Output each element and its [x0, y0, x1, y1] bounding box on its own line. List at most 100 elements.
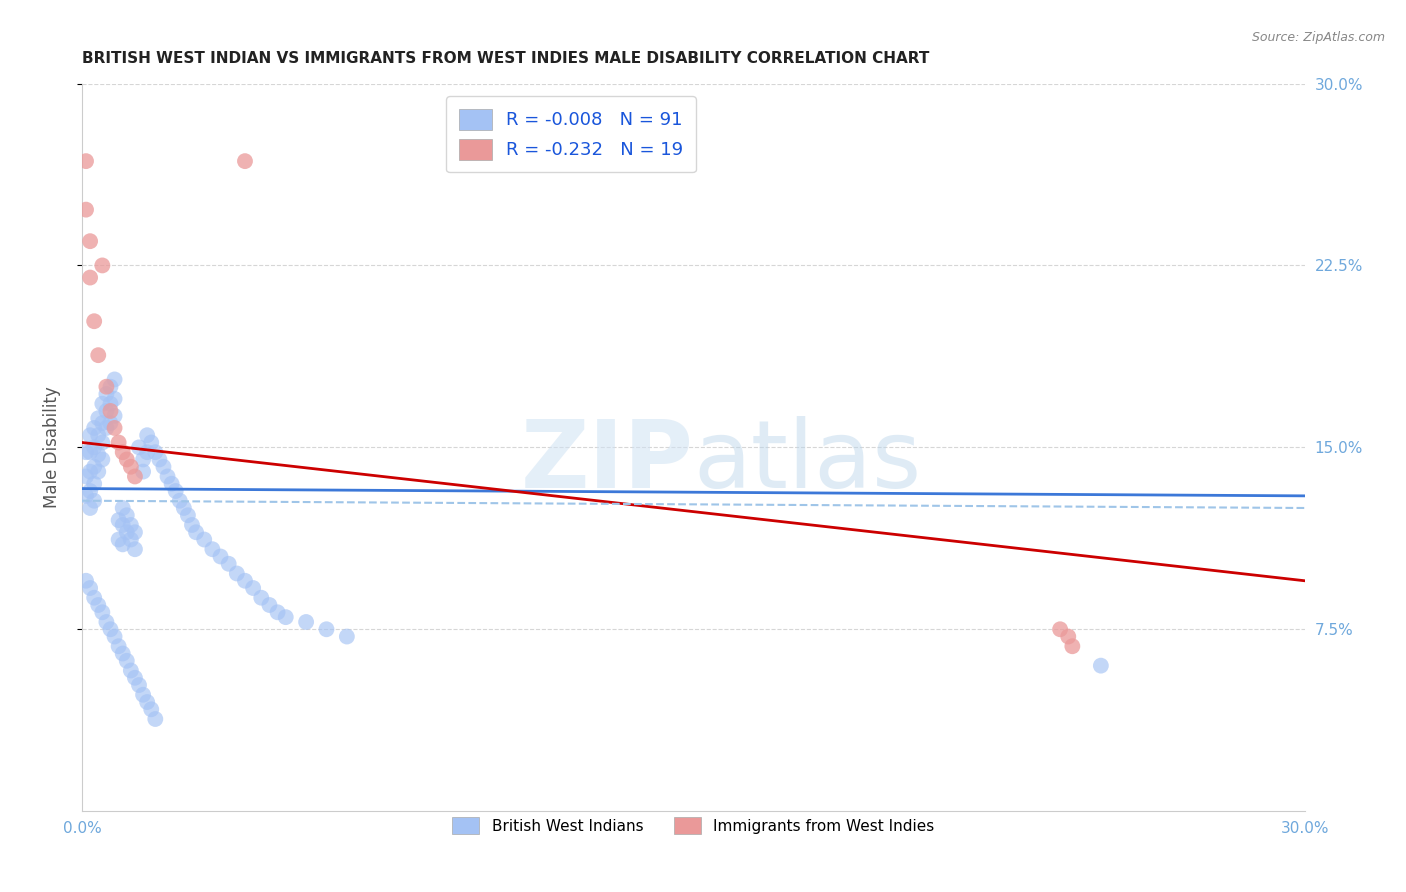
- Point: [184, 525, 207, 540]
- Point: [100, 622, 122, 636]
- Point: [201, 542, 224, 557]
- Point: [266, 605, 288, 619]
- Point: [100, 380, 122, 394]
- Point: [156, 469, 179, 483]
- Point: [242, 581, 264, 595]
- Point: [79, 445, 101, 459]
- Point: [124, 469, 146, 483]
- Point: [75, 469, 97, 483]
- Point: [83, 493, 105, 508]
- Point: [83, 459, 105, 474]
- Point: [75, 445, 97, 459]
- Point: [107, 435, 129, 450]
- Point: [103, 409, 125, 423]
- Point: [136, 445, 159, 459]
- Point: [259, 598, 281, 612]
- Point: [141, 435, 163, 450]
- Point: [177, 508, 200, 523]
- Point: [96, 421, 118, 435]
- Text: BRITISH WEST INDIAN VS IMMIGRANTS FROM WEST INDIES MALE DISABILITY CORRELATION C: BRITISH WEST INDIAN VS IMMIGRANTS FROM W…: [82, 51, 929, 66]
- Point: [111, 500, 134, 515]
- Point: [87, 465, 110, 479]
- Point: [111, 537, 134, 551]
- Point: [120, 664, 142, 678]
- Point: [100, 416, 122, 430]
- Point: [115, 452, 138, 467]
- Text: atlas: atlas: [693, 416, 921, 508]
- Point: [193, 533, 215, 547]
- Point: [111, 445, 134, 459]
- Point: [91, 435, 114, 450]
- Point: [152, 459, 174, 474]
- Point: [143, 445, 166, 459]
- Point: [91, 452, 114, 467]
- Point: [115, 525, 138, 540]
- Point: [107, 513, 129, 527]
- Text: ZIP: ZIP: [520, 416, 693, 508]
- Point: [124, 542, 146, 557]
- Point: [160, 476, 183, 491]
- Point: [103, 421, 125, 435]
- Point: [132, 688, 155, 702]
- Point: [79, 428, 101, 442]
- Point: [132, 452, 155, 467]
- Point: [225, 566, 247, 581]
- Point: [295, 615, 318, 629]
- Point: [75, 154, 97, 169]
- Point: [87, 348, 110, 362]
- Point: [79, 483, 101, 498]
- Point: [83, 421, 105, 435]
- Point: [128, 441, 150, 455]
- Point: [169, 493, 191, 508]
- Point: [120, 533, 142, 547]
- Point: [87, 598, 110, 612]
- Point: [91, 397, 114, 411]
- Legend: British West Indians, Immigrants from West Indies: British West Indians, Immigrants from We…: [443, 807, 943, 844]
- Point: [120, 518, 142, 533]
- Point: [75, 202, 97, 217]
- Point: [96, 615, 118, 629]
- Point: [115, 508, 138, 523]
- Point: [83, 441, 105, 455]
- Point: [124, 525, 146, 540]
- Point: [75, 489, 97, 503]
- Point: [136, 428, 159, 442]
- Point: [274, 610, 297, 624]
- Point: [1062, 639, 1084, 653]
- Point: [79, 270, 101, 285]
- Point: [336, 630, 359, 644]
- Point: [115, 654, 138, 668]
- Point: [107, 639, 129, 653]
- Point: [100, 404, 122, 418]
- Point: [79, 465, 101, 479]
- Point: [141, 702, 163, 716]
- Point: [233, 574, 256, 588]
- Point: [87, 411, 110, 425]
- Point: [181, 518, 204, 533]
- Point: [1090, 658, 1112, 673]
- Point: [75, 574, 97, 588]
- Point: [250, 591, 273, 605]
- Point: [103, 392, 125, 406]
- Point: [124, 671, 146, 685]
- Point: [79, 234, 101, 248]
- Point: [1057, 630, 1080, 644]
- Point: [120, 459, 142, 474]
- Point: [87, 428, 110, 442]
- Point: [96, 380, 118, 394]
- Point: [111, 518, 134, 533]
- Point: [132, 465, 155, 479]
- Point: [83, 476, 105, 491]
- Point: [91, 605, 114, 619]
- Point: [79, 581, 101, 595]
- Point: [103, 630, 125, 644]
- Point: [315, 622, 337, 636]
- Point: [218, 557, 240, 571]
- Point: [1049, 622, 1071, 636]
- Point: [83, 314, 105, 328]
- Point: [148, 452, 170, 467]
- Point: [91, 416, 114, 430]
- Y-axis label: Male Disability: Male Disability: [44, 386, 60, 508]
- Point: [111, 647, 134, 661]
- Point: [96, 387, 118, 401]
